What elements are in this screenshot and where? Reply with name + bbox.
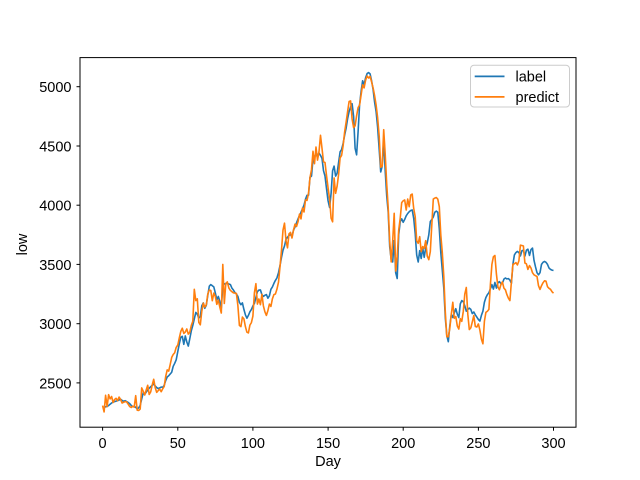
svg-text:4000: 4000 bbox=[39, 199, 71, 215]
svg-text:3500: 3500 bbox=[39, 258, 71, 274]
svg-text:low: low bbox=[15, 233, 31, 255]
svg-text:250: 250 bbox=[466, 436, 490, 452]
svg-text:label: label bbox=[516, 69, 547, 85]
svg-text:predict: predict bbox=[516, 90, 560, 106]
svg-text:0: 0 bbox=[99, 436, 107, 452]
svg-text:300: 300 bbox=[541, 436, 565, 452]
svg-text:5000: 5000 bbox=[39, 80, 71, 96]
svg-text:2500: 2500 bbox=[39, 376, 71, 392]
svg-text:4500: 4500 bbox=[39, 140, 71, 156]
svg-text:Day: Day bbox=[315, 454, 342, 470]
svg-text:150: 150 bbox=[316, 436, 340, 452]
svg-text:3000: 3000 bbox=[39, 317, 71, 333]
svg-text:50: 50 bbox=[170, 436, 186, 452]
svg-text:100: 100 bbox=[241, 436, 265, 452]
svg-text:200: 200 bbox=[391, 436, 415, 452]
